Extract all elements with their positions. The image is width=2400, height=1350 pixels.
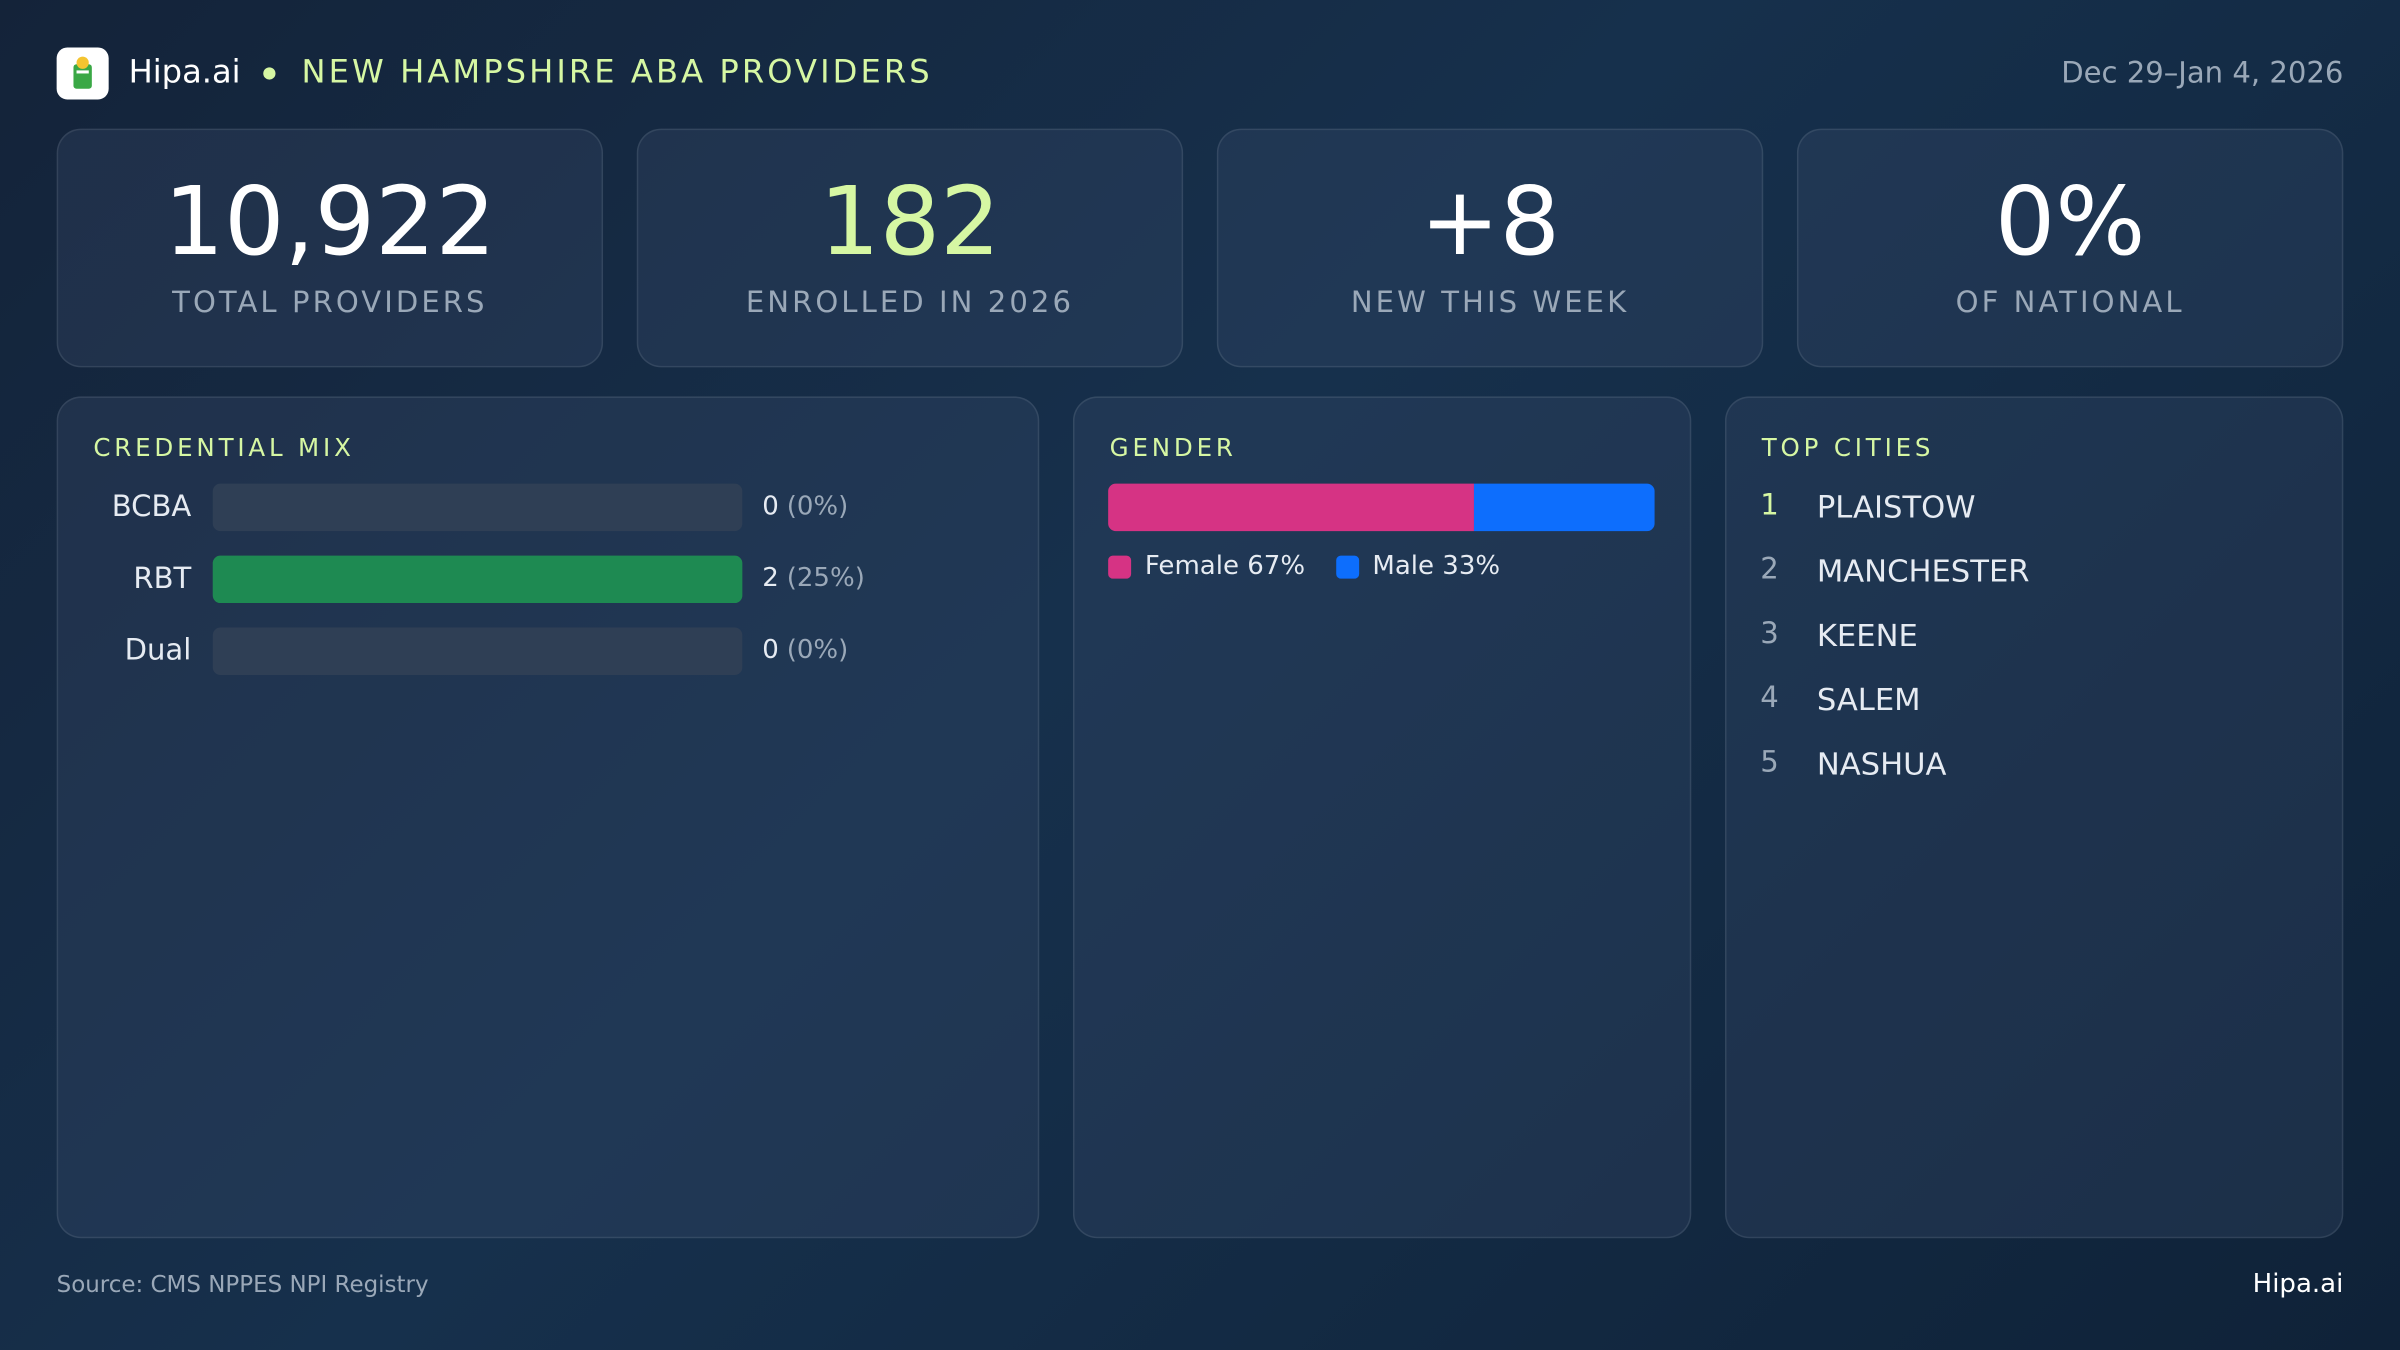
city-rank: 5 (1760, 745, 1779, 780)
credential-count: 0 (762, 635, 779, 666)
brand: Hipa.ai (128, 53, 241, 91)
credential-count: 2 (762, 563, 779, 594)
credential-percent: (25%) (786, 563, 865, 594)
kpi-value: 182 (819, 165, 1001, 278)
credential-label: Dual (124, 633, 192, 668)
city-name: KEENE (1816, 616, 1918, 654)
gender-bar (1108, 483, 1475, 532)
cities-panel (1724, 396, 2344, 1239)
source: Source: CMS NPPES NPI Registry (56, 1270, 429, 1298)
kpi-card (1796, 128, 2344, 368)
city-rank: 3 (1760, 616, 1779, 651)
legend-swatch (1108, 555, 1132, 579)
city-rank: 2 (1760, 552, 1779, 587)
kpi-label: NEW THIS WEEK (1350, 286, 1630, 320)
kpi-label: OF NATIONAL (1955, 286, 2185, 320)
bar-track (212, 483, 743, 532)
legend-label: Female 67% (1144, 551, 1306, 582)
panel-title: GENDER (1109, 433, 1237, 463)
bar-track (212, 627, 743, 675)
kpi-label: TOTAL PROVIDERS (172, 286, 488, 320)
kpi-card (1216, 128, 1764, 368)
bar (212, 555, 743, 604)
legend-label: Male 33% (1372, 551, 1501, 582)
date-range: Dec 29–Jan 4, 2026 (2061, 56, 2344, 91)
panel-title: CREDENTIAL MIX (93, 433, 355, 463)
kpi-card (56, 128, 604, 368)
kpi-label: ENROLLED IN 2026 (745, 286, 1075, 320)
city-name: MANCHESTER (1816, 552, 2030, 590)
credential-label: BCBA (111, 489, 192, 524)
city-rank: 1 (1760, 488, 1779, 522)
legend-swatch (1335, 555, 1359, 579)
logo (56, 47, 109, 100)
gender-bar (1474, 483, 1655, 532)
gender-panel (1072, 396, 1692, 1239)
logo-icon (73, 56, 92, 89)
credential-label: RBT (133, 561, 192, 596)
city-name: NASHUA (1816, 745, 1947, 783)
city-name: SALEM (1816, 681, 1921, 718)
kpi-card (636, 128, 1184, 368)
footer-brand: Hipa.ai (2252, 1268, 2344, 1300)
city-name: PLAISTOW (1816, 488, 1976, 525)
dashboard-title: NEW HAMPSHIRE ABA PROVIDERS (301, 53, 933, 91)
kpi-value: 0% (1994, 165, 2146, 278)
city-rank: 4 (1760, 681, 1779, 715)
credential-count: 0 (762, 491, 779, 522)
kpi-value: 10,922 (163, 165, 496, 278)
kpi-value: +8 (1420, 165, 1560, 278)
credential-percent: (0%) (786, 635, 849, 666)
panel-title: TOP CITIES (1761, 433, 1935, 463)
credential-percent: (0%) (786, 491, 849, 522)
separator-dot (263, 67, 276, 80)
credential-panel (56, 396, 1040, 1239)
